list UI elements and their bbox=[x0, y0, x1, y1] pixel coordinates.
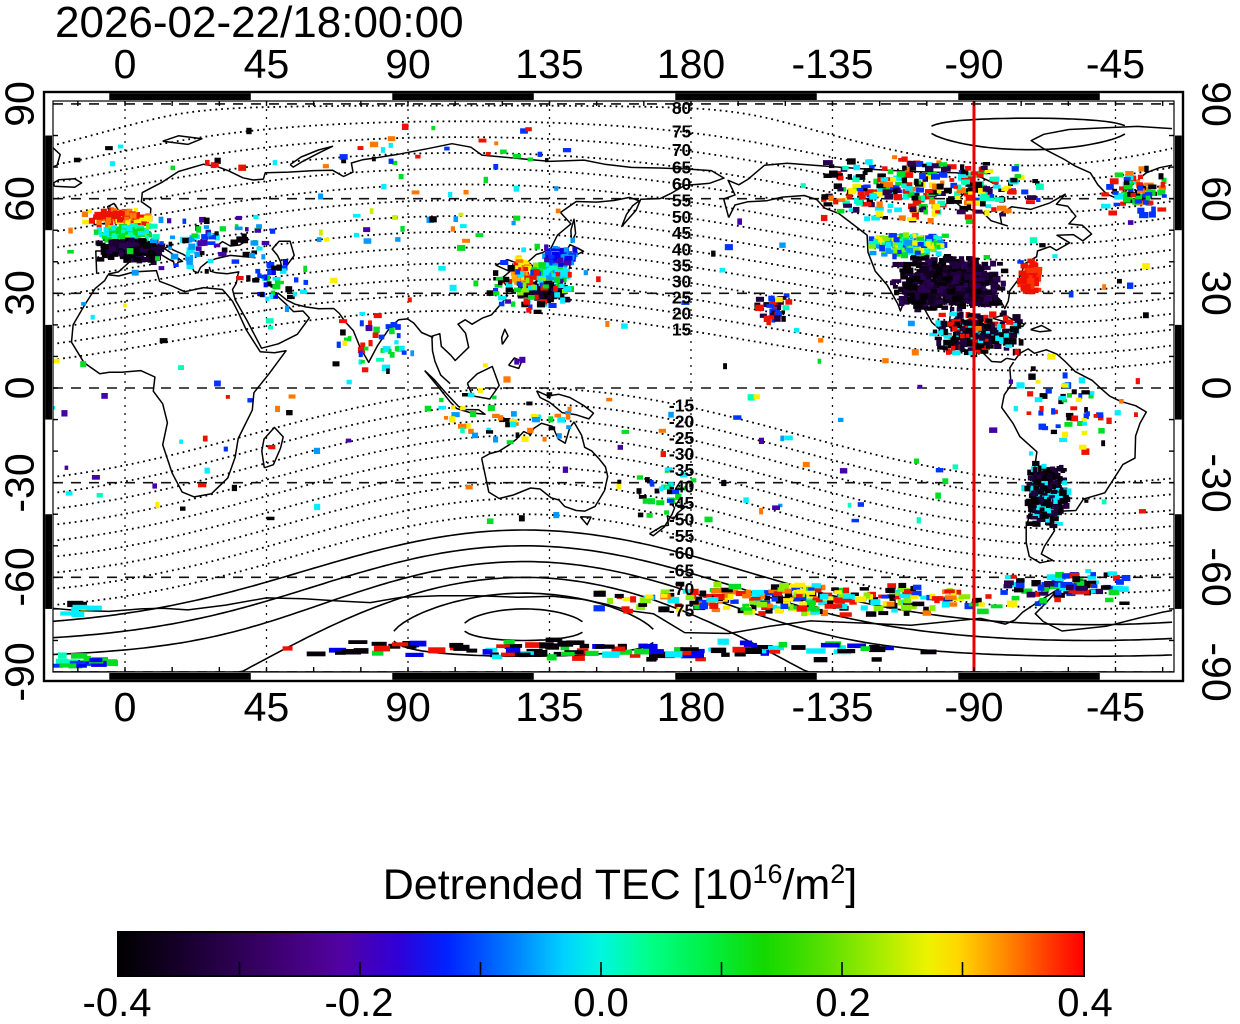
lat-tick-label-right: 90 bbox=[1193, 81, 1240, 127]
lon-tick-label-bottom: 90 bbox=[385, 684, 431, 730]
contour-label: -70 bbox=[669, 579, 695, 599]
contour-label: 60 bbox=[672, 174, 692, 194]
contour-label: 65 bbox=[672, 157, 692, 177]
contour-label: -15 bbox=[669, 395, 695, 415]
lat-tick-label-right: 0 bbox=[1193, 376, 1240, 400]
contour-label: 55 bbox=[672, 191, 692, 211]
colorbar-title-unit-exponent: 2 bbox=[830, 859, 846, 889]
contour-label: 45 bbox=[672, 223, 692, 243]
contour-label: 15 bbox=[672, 320, 692, 340]
lat-tick-label-right: 60 bbox=[1193, 175, 1240, 222]
contour-label: -75 bbox=[669, 600, 695, 620]
axis-minor-ticks bbox=[53, 101, 1174, 672]
lat-tick-label-right: 30 bbox=[1193, 270, 1240, 317]
lon-tick-label-top: 180 bbox=[656, 41, 726, 87]
contour-label: -25 bbox=[669, 428, 695, 448]
contour-label: -65 bbox=[669, 561, 695, 581]
tec-scatter bbox=[53, 123, 1167, 669]
lon-tick-label-top: 0 bbox=[113, 41, 137, 87]
contour-label: -20 bbox=[669, 412, 695, 432]
lon-tick-label-bottom: 45 bbox=[243, 684, 290, 730]
colorbar-title-unit: /m bbox=[782, 861, 831, 909]
colorbar-title-bracket: ] bbox=[845, 861, 858, 909]
lon-tick-label-top: 90 bbox=[385, 41, 431, 87]
contour-label: 80 bbox=[672, 98, 692, 118]
contour-label: 30 bbox=[672, 272, 692, 292]
contour-label: -35 bbox=[669, 460, 695, 480]
lat-tick-label-left: 0 bbox=[0, 376, 43, 400]
colorbar-tick-label: -0.4 bbox=[82, 981, 152, 1024]
colorbar-tick-label: 0.0 bbox=[573, 981, 629, 1024]
lat-tick-label-left: -30 bbox=[0, 453, 43, 513]
lon-tick-label-top: 45 bbox=[243, 41, 290, 87]
grid-lines bbox=[53, 101, 1174, 672]
lon-tick-label-bottom: 180 bbox=[656, 684, 726, 730]
lat-tick-label-right: -90 bbox=[1193, 642, 1240, 702]
colorbar-title-exponent: 16 bbox=[752, 859, 783, 889]
maglat-contours bbox=[53, 104, 1173, 672]
lat-tick-label-right: -30 bbox=[1193, 453, 1240, 513]
contour-label: 50 bbox=[672, 207, 692, 227]
colorbar-tick-label: 0.4 bbox=[1057, 981, 1113, 1024]
lat-tick-label-left: 90 bbox=[0, 81, 43, 127]
contour-label: -40 bbox=[669, 476, 695, 496]
colorbar-tick-label: -0.2 bbox=[324, 981, 394, 1024]
lon-tick-label-bottom: -135 bbox=[791, 684, 874, 730]
contour-label: 35 bbox=[672, 255, 692, 275]
colorbar-tick-label: 0.2 bbox=[815, 981, 871, 1024]
contour-label: 75 bbox=[672, 122, 692, 142]
map-frame bbox=[42, 90, 1185, 683]
contour-label: -60 bbox=[669, 543, 695, 563]
lon-tick-label-bottom: 0 bbox=[113, 684, 137, 730]
contour-label: 40 bbox=[672, 239, 692, 259]
colorbar-ticks bbox=[238, 962, 964, 975]
contour-label: -30 bbox=[669, 444, 695, 464]
timestamp-title: 2026-02-22/18:00:00 bbox=[55, 0, 464, 47]
contour-label: -45 bbox=[669, 493, 695, 513]
lat-tick-label-left: 60 bbox=[0, 175, 43, 222]
lat-tick-label-left: -90 bbox=[0, 642, 43, 702]
contour-label: 70 bbox=[672, 140, 692, 160]
lon-tick-label-top: -90 bbox=[944, 41, 1004, 87]
colorbar-gradient bbox=[117, 931, 1085, 977]
lon-tick-label-bottom: -90 bbox=[944, 684, 1004, 730]
contour-label: 25 bbox=[672, 288, 692, 308]
lat-tick-label-left: 30 bbox=[0, 270, 43, 317]
colorbar-title-text: Detrended TEC [10 bbox=[382, 861, 753, 909]
lat-tick-label-right: -60 bbox=[1193, 547, 1240, 607]
lat-tick-label-left: -60 bbox=[0, 547, 43, 607]
lon-tick-label-top: -45 bbox=[1085, 41, 1146, 87]
contour-label: -50 bbox=[669, 509, 695, 529]
colorbar-title: Detrended TEC [1016/m2] bbox=[0, 861, 1240, 909]
lon-tick-label-bottom: -45 bbox=[1085, 684, 1146, 730]
contour-label: 20 bbox=[672, 304, 692, 324]
lon-tick-label-top: 135 bbox=[515, 41, 584, 87]
lon-tick-label-top: -135 bbox=[791, 41, 874, 87]
contour-label: -55 bbox=[669, 526, 695, 546]
lon-tick-label-bottom: 135 bbox=[515, 684, 584, 730]
